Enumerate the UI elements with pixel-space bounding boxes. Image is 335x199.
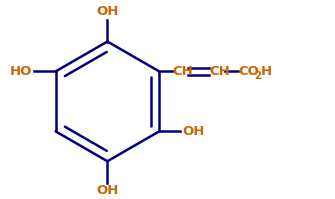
Text: HO: HO xyxy=(10,65,32,78)
Text: CH: CH xyxy=(209,65,230,78)
Text: OH: OH xyxy=(96,5,119,18)
Text: CH: CH xyxy=(173,65,194,78)
Text: OH: OH xyxy=(183,125,205,138)
Text: OH: OH xyxy=(96,184,119,197)
Text: CO: CO xyxy=(239,65,259,78)
Text: 2: 2 xyxy=(254,71,261,81)
Text: H: H xyxy=(261,65,272,78)
